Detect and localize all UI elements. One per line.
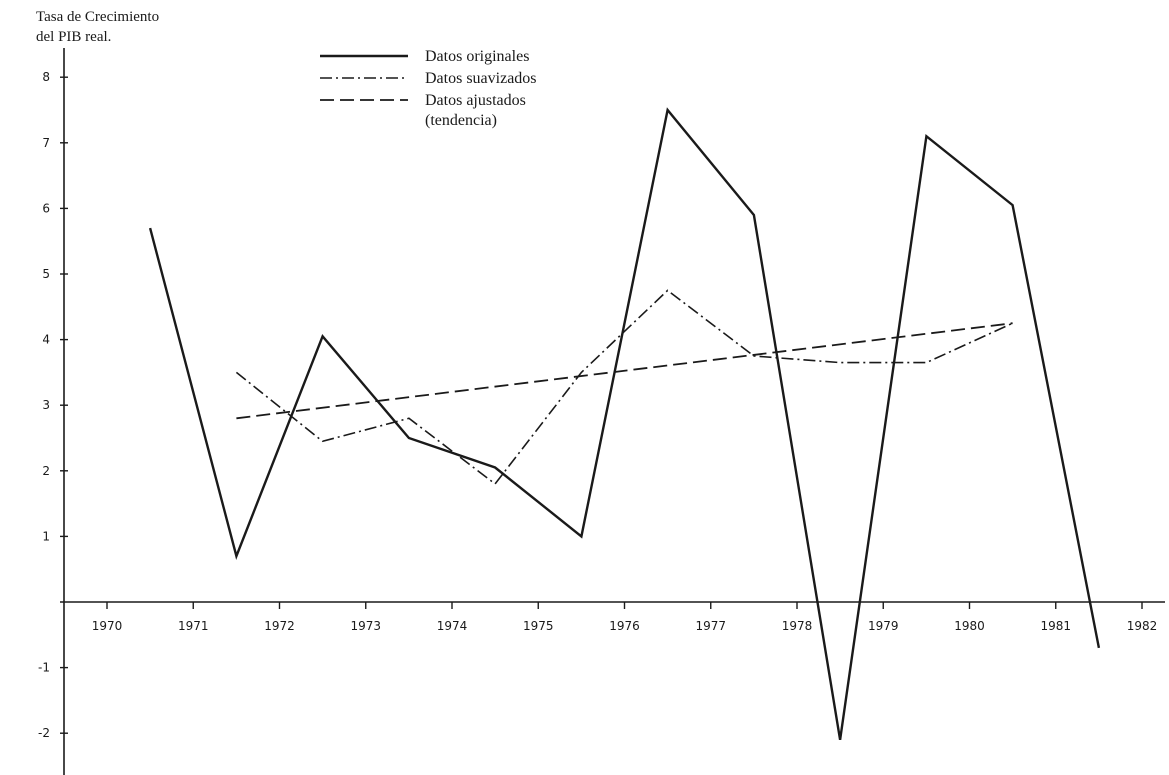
x-tick-label: 1977 xyxy=(695,619,726,633)
y-tick-label: 7 xyxy=(42,136,50,150)
x-tick-label: 1979 xyxy=(868,619,899,633)
y-tick-label: 6 xyxy=(42,201,50,215)
x-tick-label: 1973 xyxy=(350,619,381,633)
legend: Datos originales Datos suavizados Datos … xyxy=(320,48,537,129)
y-tick-label: 3 xyxy=(42,398,50,412)
y-tick-label: -2 xyxy=(38,726,50,740)
x-tick-label: 1981 xyxy=(1040,619,1071,633)
x-ticks: 1970 1971 1972 1973 1974 1975 1976 1977 1978 1979… xyxy=(92,602,1158,633)
y-tick-label: 5 xyxy=(42,267,50,281)
y-ticks: 8 7 6 5 4 3 2 1 -1 -2 xyxy=(38,70,68,740)
legend-label-trend-line-2: (tendencia) xyxy=(425,112,497,129)
x-tick-label: 1975 xyxy=(523,619,554,633)
x-tick-label: 1971 xyxy=(178,619,209,633)
y-tick-label: 2 xyxy=(42,464,50,478)
series-original-line xyxy=(148,107,1101,740)
y-axis-label-line-2: del PIB real. xyxy=(36,29,111,45)
y-tick-label: -1 xyxy=(38,661,50,675)
x-tick-label: 1982 xyxy=(1127,619,1158,633)
series-layer xyxy=(148,107,1101,740)
y-tick-label: 1 xyxy=(42,529,50,543)
legend-label-trend: Datos ajustados xyxy=(425,92,526,109)
y-tick-label: 4 xyxy=(42,333,50,347)
series-smoothed-line xyxy=(235,289,1013,486)
y-axis-label-line-1: Tasa de Crecimiento xyxy=(36,9,159,25)
x-tick-label: 1976 xyxy=(609,619,640,633)
y-tick-label: 8 xyxy=(42,70,50,84)
legend-label-smoothed: Datos suavizados xyxy=(425,70,537,87)
x-tick-label: 1980 xyxy=(954,619,985,633)
x-tick-label: 1978 xyxy=(782,619,813,633)
legend-label-original: Datos originales xyxy=(425,48,529,65)
x-tick-label: 1972 xyxy=(264,619,295,633)
x-tick-label: 1970 xyxy=(92,619,123,633)
x-tick-label: 1974 xyxy=(437,619,468,633)
series-trend-line xyxy=(236,322,1013,420)
